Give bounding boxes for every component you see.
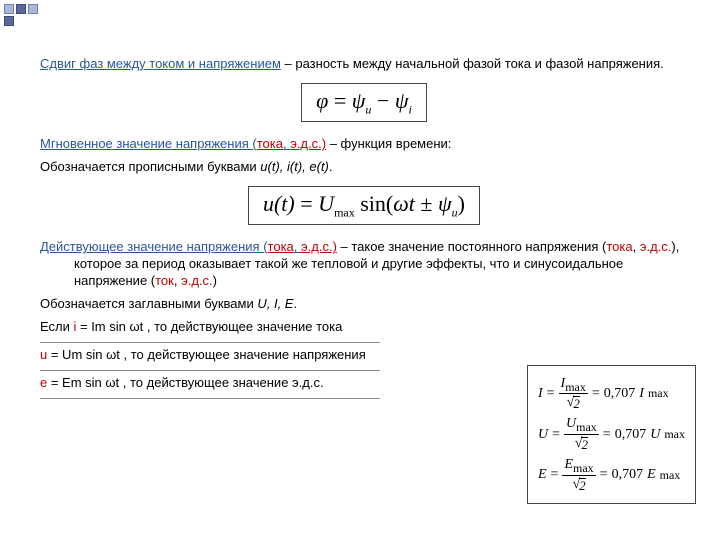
rms-formula-i: I = Imax √2 = 0,707Imax — [538, 377, 685, 411]
rms-value-def: Действующее значение напряжения (тока, э… — [40, 239, 688, 290]
rms-formula-u: U = Umax √2 = 0,707Umax — [538, 417, 685, 451]
separator — [40, 398, 380, 399]
corner-decoration — [4, 4, 38, 26]
formula-phase: φ = ψu − ψi — [40, 83, 688, 122]
rms-notation: Обозначается заглавными буквами U, I, E. — [40, 296, 688, 313]
rms-formulas-box: I = Imax √2 = 0,707Imax U = Umax √2 = 0,… — [527, 365, 696, 504]
rms-formula-e: E = Emax √2 = 0,707Emax — [538, 458, 685, 492]
instant-value-notation: Обозначается прописными буквами u(t), i(… — [40, 159, 688, 176]
separator — [40, 370, 380, 371]
separator — [40, 342, 380, 343]
phase-shift-def: Сдвиг фаз между током и напряжением – ра… — [40, 56, 688, 73]
formula-u-of-t: u(t) = Umax sin(ωt ± ψu) — [40, 186, 688, 225]
phase-shift-term: Сдвиг фаз между током и напряжением — [40, 56, 281, 71]
instant-value-def: Мгновенное значение напряжения (тока, э.… — [40, 136, 688, 153]
slide-content: Сдвиг фаз между током и напряжением – ра… — [0, 0, 720, 399]
